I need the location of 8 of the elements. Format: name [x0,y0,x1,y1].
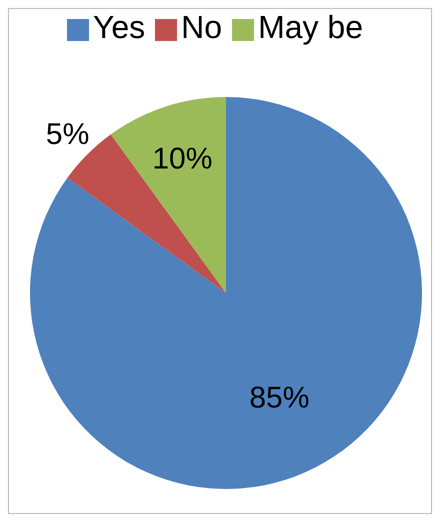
pie-slice [110,97,226,293]
legend-label: No [181,9,222,45]
data-label: 5% [46,118,90,152]
data-label: 10% [152,142,212,176]
legend-label: Yes [92,9,146,45]
data-label: 85% [249,381,310,414]
pie-slice [30,97,422,489]
legend-label: May be [258,9,364,45]
